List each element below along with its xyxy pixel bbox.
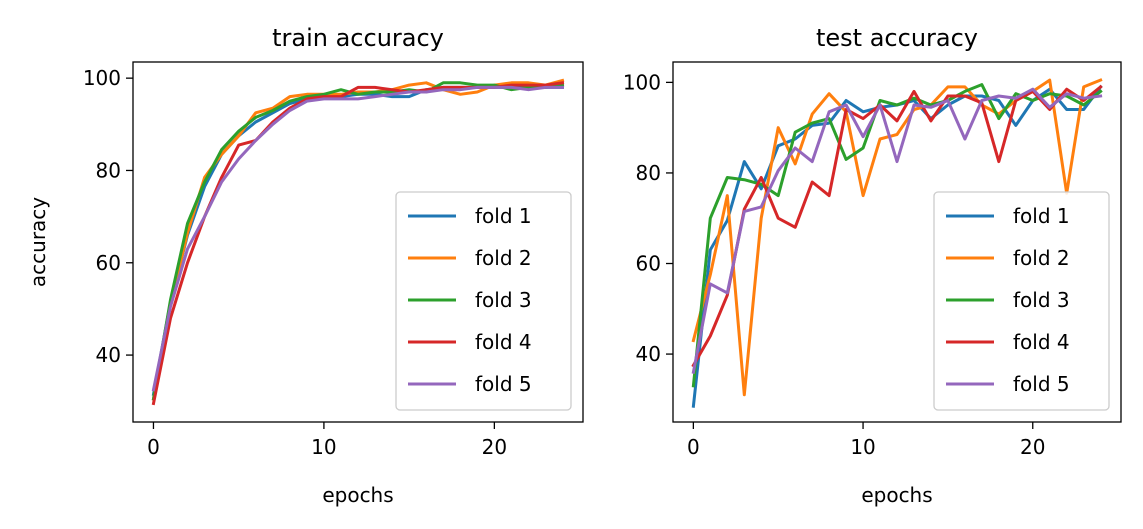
y-tick-label: 100 bbox=[83, 66, 121, 90]
legend: fold 1 fold 2 fold 3 fold 4 fold 5 bbox=[933, 191, 1110, 411]
chart-title: test accuracy bbox=[816, 24, 978, 52]
x-tick-label: 0 bbox=[687, 435, 700, 459]
legend-label-1: fold 1 bbox=[1013, 204, 1070, 228]
x-tick-label: 0 bbox=[147, 435, 160, 459]
plot-frame bbox=[672, 61, 1122, 423]
legend-label-1: fold 1 bbox=[475, 204, 532, 228]
y-tick-label: 60 bbox=[96, 251, 121, 275]
legend-label-4: fold 4 bbox=[475, 330, 532, 354]
y-axis-label: accuracy bbox=[26, 197, 50, 287]
legend-box bbox=[933, 191, 1110, 411]
chart-title: train accuracy bbox=[272, 24, 444, 52]
series-line-3 bbox=[151, 81, 565, 401]
series-line-4 bbox=[691, 84, 1103, 368]
x-tick-label: 20 bbox=[1020, 435, 1045, 459]
legend-label-5: fold 5 bbox=[1013, 372, 1070, 396]
y-tick-label: 40 bbox=[636, 342, 661, 366]
y-tick-label: 60 bbox=[636, 252, 661, 276]
legend-label-3: fold 3 bbox=[475, 288, 532, 312]
legend-label-5: fold 5 bbox=[475, 372, 532, 396]
series-line-5 bbox=[691, 87, 1103, 374]
x-axis-label: epochs bbox=[322, 483, 393, 507]
legend-label-4: fold 4 bbox=[1013, 330, 1070, 354]
y-tick-label: 80 bbox=[96, 158, 121, 182]
legend: fold 1 fold 2 fold 3 fold 4 fold 5 bbox=[395, 191, 572, 411]
series-lines bbox=[691, 78, 1103, 408]
chart-panel-1: train accuracy 0 10 20 40 60 80 100 epochs accura… bbox=[26, 24, 584, 507]
plot-frame bbox=[132, 61, 584, 423]
series-line-5 bbox=[151, 85, 564, 392]
legend-box bbox=[395, 191, 572, 411]
legend-label-2: fold 2 bbox=[1013, 246, 1070, 270]
series-lines bbox=[151, 78, 565, 406]
y-tick-label: 40 bbox=[96, 343, 121, 367]
legend-label-3: fold 3 bbox=[1013, 288, 1070, 312]
series-line-3 bbox=[691, 83, 1103, 388]
x-tick-label: 10 bbox=[850, 435, 875, 459]
y-tick-label: 100 bbox=[623, 70, 661, 94]
x-axis-label: epochs bbox=[861, 483, 932, 507]
x-tick-label: 20 bbox=[482, 435, 507, 459]
y-tick-label: 80 bbox=[636, 161, 661, 185]
legend-label-2: fold 2 bbox=[475, 246, 532, 270]
x-tick-label: 10 bbox=[311, 435, 336, 459]
